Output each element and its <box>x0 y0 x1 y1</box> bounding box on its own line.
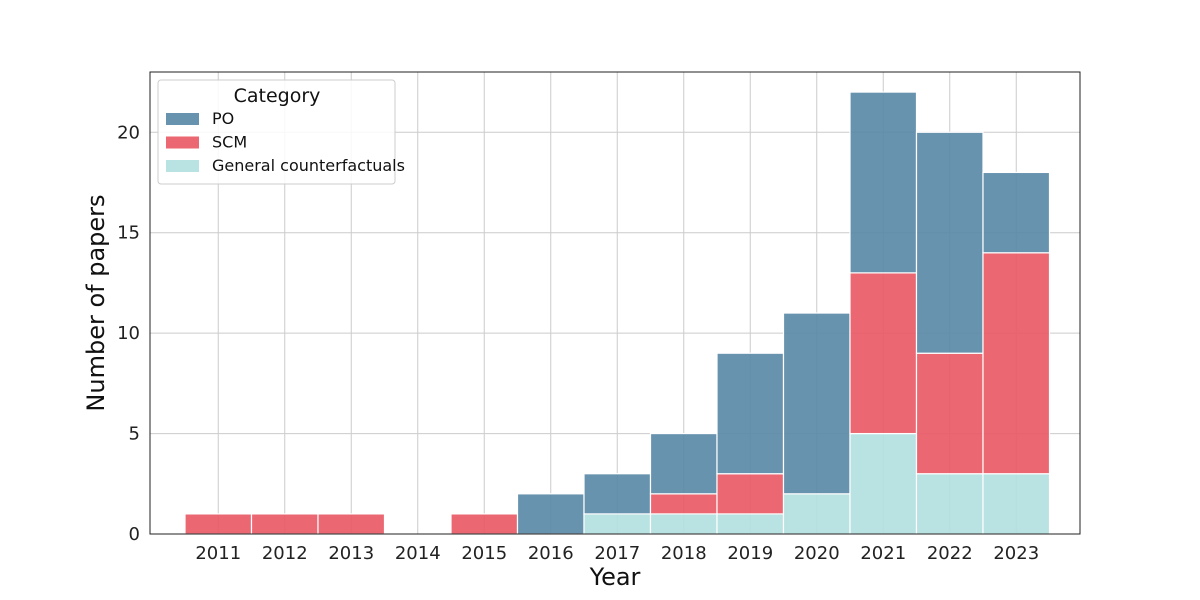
bar-segment <box>716 352 785 475</box>
bar-segment <box>716 513 785 535</box>
legend-title: Category <box>234 85 321 107</box>
y-tick-label: 0 <box>129 524 140 545</box>
bar-segment <box>782 493 851 535</box>
y-axis-title: Number of papers <box>82 194 110 411</box>
bar-segment <box>317 513 386 535</box>
bars <box>184 91 1051 535</box>
x-tick-label: 2021 <box>860 543 906 564</box>
x-tick-label: 2015 <box>461 543 507 564</box>
legend-label: General counterfactuals <box>212 156 405 175</box>
y-tick-label: 5 <box>129 424 140 445</box>
x-tick-label: 2012 <box>262 543 308 564</box>
x-tick-label: 2017 <box>594 543 640 564</box>
y-tick-label: 10 <box>117 323 140 344</box>
bar-segment <box>849 91 918 274</box>
bar-segment <box>184 513 253 535</box>
bar-segment <box>649 493 718 515</box>
legend-swatch <box>166 136 199 149</box>
bar-segment <box>915 473 984 535</box>
bar-segment <box>982 171 1051 254</box>
bar-segment <box>716 473 785 515</box>
x-tick-label: 2014 <box>395 543 441 564</box>
x-tick-label: 2023 <box>993 543 1039 564</box>
bar-segment <box>583 513 652 535</box>
bar-segment <box>849 272 918 435</box>
x-tick-label: 2018 <box>661 543 707 564</box>
y-tick-label: 15 <box>117 223 140 244</box>
x-tick-label: 2016 <box>528 543 574 564</box>
legend-label: PO <box>212 109 234 128</box>
bar-segment <box>982 473 1051 535</box>
bar-segment <box>583 473 652 515</box>
legend-items: PO SCM General counterfactuals <box>166 109 405 175</box>
bar-segment <box>649 432 718 495</box>
x-tick-label: 2013 <box>328 543 374 564</box>
legend-box <box>157 79 396 185</box>
x-tick-labels: 2011 2012 2013 2014 2015 2016 2017 2018 2019 2020… <box>195 543 1039 564</box>
bar-segment <box>782 312 851 495</box>
bar-segment <box>915 352 984 475</box>
bar-segment <box>982 252 1051 475</box>
y-tick-label: 20 <box>117 122 140 143</box>
bar-segment <box>649 513 718 535</box>
bar-segment <box>250 513 319 535</box>
x-tick-label: 2011 <box>195 543 241 564</box>
legend-swatch <box>166 160 199 172</box>
bar-segment <box>915 131 984 354</box>
x-tick-label: 2019 <box>727 543 773 564</box>
x-tick-label: 2022 <box>927 543 973 564</box>
x-tick-label: 2020 <box>794 543 840 564</box>
legend-swatch <box>166 113 199 125</box>
x-axis-title: Year <box>589 563 641 591</box>
legend: Category PO SCM General counterfactuals <box>157 79 405 185</box>
bar-segment <box>450 513 519 535</box>
bar-segment <box>849 432 918 535</box>
y-tick-labels: 0 5 10 15 20 <box>117 122 140 545</box>
bar-segment <box>516 493 585 535</box>
legend-label: SCM <box>212 133 247 152</box>
plot-frame <box>149 71 1081 535</box>
